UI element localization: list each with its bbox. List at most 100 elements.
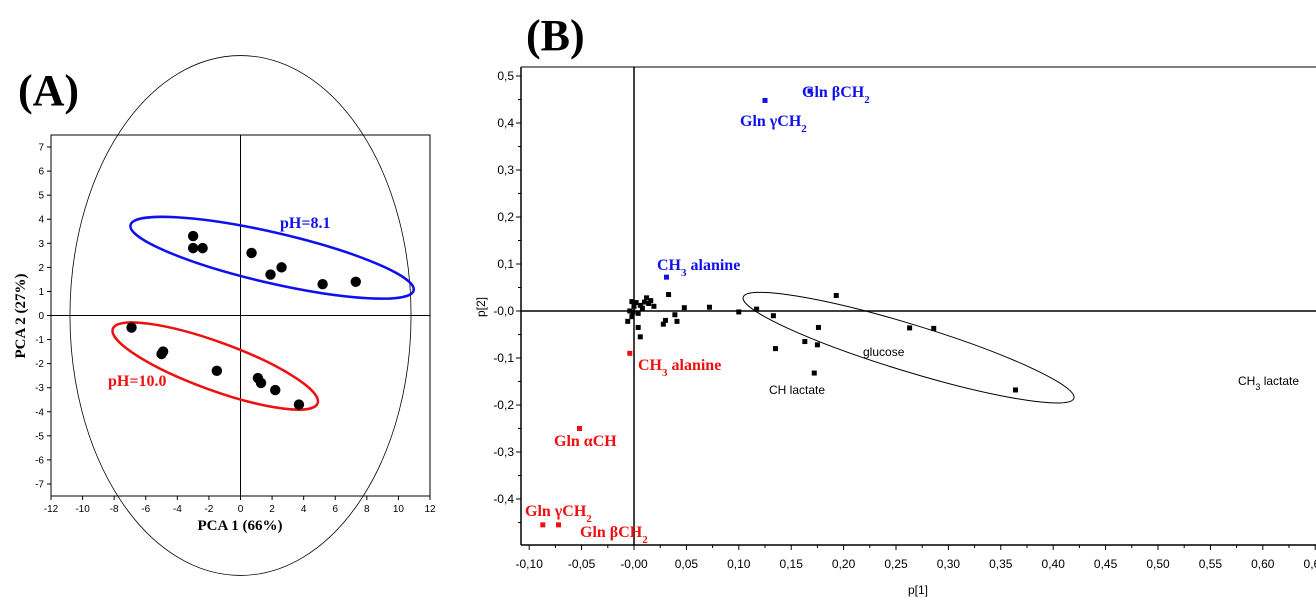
panel-b-y-tick-label: -0,1 <box>493 351 514 365</box>
loading-point <box>674 318 680 324</box>
loading-point <box>770 313 776 319</box>
label-gln-beta-ch2-blue: Gln βCH2 <box>802 84 870 106</box>
score-point <box>255 377 267 389</box>
panel-a-x-tick-label: -10 <box>75 504 90 515</box>
panel-a-x-tick-label: 12 <box>424 504 436 515</box>
loading-point <box>815 324 821 330</box>
score-point <box>276 262 287 273</box>
score-point <box>197 242 208 254</box>
loading-point <box>633 300 639 306</box>
panel-a-y-tick-label: -2 <box>35 359 44 370</box>
loading-point <box>772 346 778 352</box>
score-point <box>265 269 276 280</box>
label-gln-gamma-ch2-red: Gln γCH2 <box>525 503 592 525</box>
panel-b-y-tick-label: -0,2 <box>493 398 514 412</box>
panel-a-x-tick-label: 8 <box>364 504 370 515</box>
panel-a-y-tick-label: -7 <box>35 479 44 490</box>
loading-point <box>1012 387 1018 393</box>
panel-b-y-axis-title: p[2] <box>474 297 488 317</box>
panel-a-x-tick-label: 10 <box>393 504 405 515</box>
panel-a-x-tick-label: -6 <box>141 504 150 515</box>
panel-a-y-tick-label: 1 <box>38 287 44 298</box>
panel-a-x-tick-label: 2 <box>269 504 275 515</box>
panel-a-y-tick-label: 6 <box>38 167 44 178</box>
panel-a-x-axis-title: PCA 1 (66%) <box>198 518 283 534</box>
loading-point <box>666 292 672 298</box>
loading-point <box>556 522 562 528</box>
loading-point <box>762 97 768 103</box>
legend-ph-10-0: pH=10.0 <box>108 373 166 390</box>
loading-point <box>681 305 687 311</box>
loading-point <box>833 292 839 298</box>
score-point <box>350 276 361 288</box>
panel-b-x-tick-label: 0,05 <box>675 557 699 571</box>
loading-point <box>672 312 678 318</box>
panel-a-y-tick-label: 3 <box>38 239 44 250</box>
loading-point <box>651 303 657 309</box>
loading-point <box>814 342 820 348</box>
loading-point <box>637 334 643 340</box>
loading-point <box>625 318 631 324</box>
panel-a-y-tick-label: 0 <box>38 311 44 322</box>
label-gln-beta-ch2-red: Gln βCH2 <box>580 524 648 546</box>
label-ch-lactate: CH lactate <box>769 383 825 397</box>
loading-point <box>706 304 712 310</box>
panel-a-x-tick-label: 4 <box>301 504 307 515</box>
label-gln-alpha-ch-red: Gln αCH <box>554 433 617 450</box>
panel-b-x-tick-label: 0,15 <box>780 557 804 571</box>
loading-point <box>754 306 760 312</box>
panel-b-x-tick-label: 0,35 <box>989 557 1013 571</box>
cluster-ellipse-ph-10-0 <box>111 321 320 411</box>
panel-a-x-tick-label: -12 <box>44 504 59 515</box>
panel-b-x-tick-label: 0,50 <box>1146 557 1170 571</box>
panel-b-loadings: (B) -0,10 -0,05 -0,00 0,05 0,10 0,15 0,20 0,25 0… <box>474 11 1316 597</box>
panel-a-y-tick-label: -1 <box>35 335 44 346</box>
panel-b-x-axis-title: p[1] <box>908 583 928 597</box>
panel-b-x-tick-label: 0,10 <box>727 557 751 571</box>
panel-b-x-tick-label: 0,55 <box>1199 557 1223 571</box>
panel-a-y-tick-label: 7 <box>38 143 44 154</box>
panel-a-y-tick-label: -6 <box>35 455 44 466</box>
loading-point <box>577 426 583 431</box>
loading-point <box>641 299 647 305</box>
panel-a-y-tick-label: 5 <box>38 191 44 202</box>
loading-point <box>639 305 645 311</box>
panel-b-x-tick-label: 0,30 <box>937 557 961 571</box>
panel-b-x-tick-label: 0,40 <box>1042 557 1066 571</box>
panel-b-y-tick-label: 0,3 <box>497 163 514 177</box>
panel-a-y-tick-label: -3 <box>35 383 44 394</box>
loading-point <box>931 325 937 331</box>
loading-point <box>807 88 813 94</box>
loading-point <box>627 350 633 356</box>
panel-b-x-tick-label: -0,00 <box>620 557 648 571</box>
loading-point <box>736 309 742 315</box>
panel-b-y-tick-label: -0,4 <box>493 492 514 506</box>
panel-a-y-tick-label: -4 <box>35 407 44 418</box>
panel-b-x-tick-label: 0,60 <box>1251 557 1275 571</box>
panel-b-y-tick-label: -0,0 <box>493 304 514 318</box>
panel-a-pca-scores: (A) -12 -10 -8 -6 -4 -2 0 2 4 6 8 10 1276543210-1-2-… <box>13 55 436 576</box>
loading-point <box>629 299 635 305</box>
score-point <box>156 348 167 360</box>
panel-b-y-tick-label: 0,2 <box>497 210 514 224</box>
score-point <box>293 399 305 410</box>
panel-a-x-tick-label: -4 <box>173 504 182 515</box>
panel-a-x-tick-label: 6 <box>332 504 338 515</box>
panel-a-label: (A) <box>18 66 79 115</box>
panel-a-y-axis-title: PCA 2 (27%) <box>13 274 29 359</box>
score-point <box>187 230 199 242</box>
cluster-ellipse-ph-8-1 <box>129 215 416 300</box>
score-point <box>317 279 328 290</box>
panel-a-x-tick-label: -2 <box>204 504 213 515</box>
panel-b-x-tick-label: -0,10 <box>516 557 544 571</box>
panel-b-x-tick-label: 0,25 <box>884 557 908 571</box>
loading-point <box>630 309 636 315</box>
loading-point <box>907 325 913 331</box>
loading-point <box>644 295 650 301</box>
panel-b-x-tick-label: 0,20 <box>832 557 856 571</box>
glucose-lactate-ellipse <box>742 291 1075 404</box>
panel-b-y-tick-label: 0,4 <box>497 116 514 130</box>
label-ch3-alanine-red: CH3 alanine <box>638 357 721 379</box>
score-point <box>126 322 137 333</box>
